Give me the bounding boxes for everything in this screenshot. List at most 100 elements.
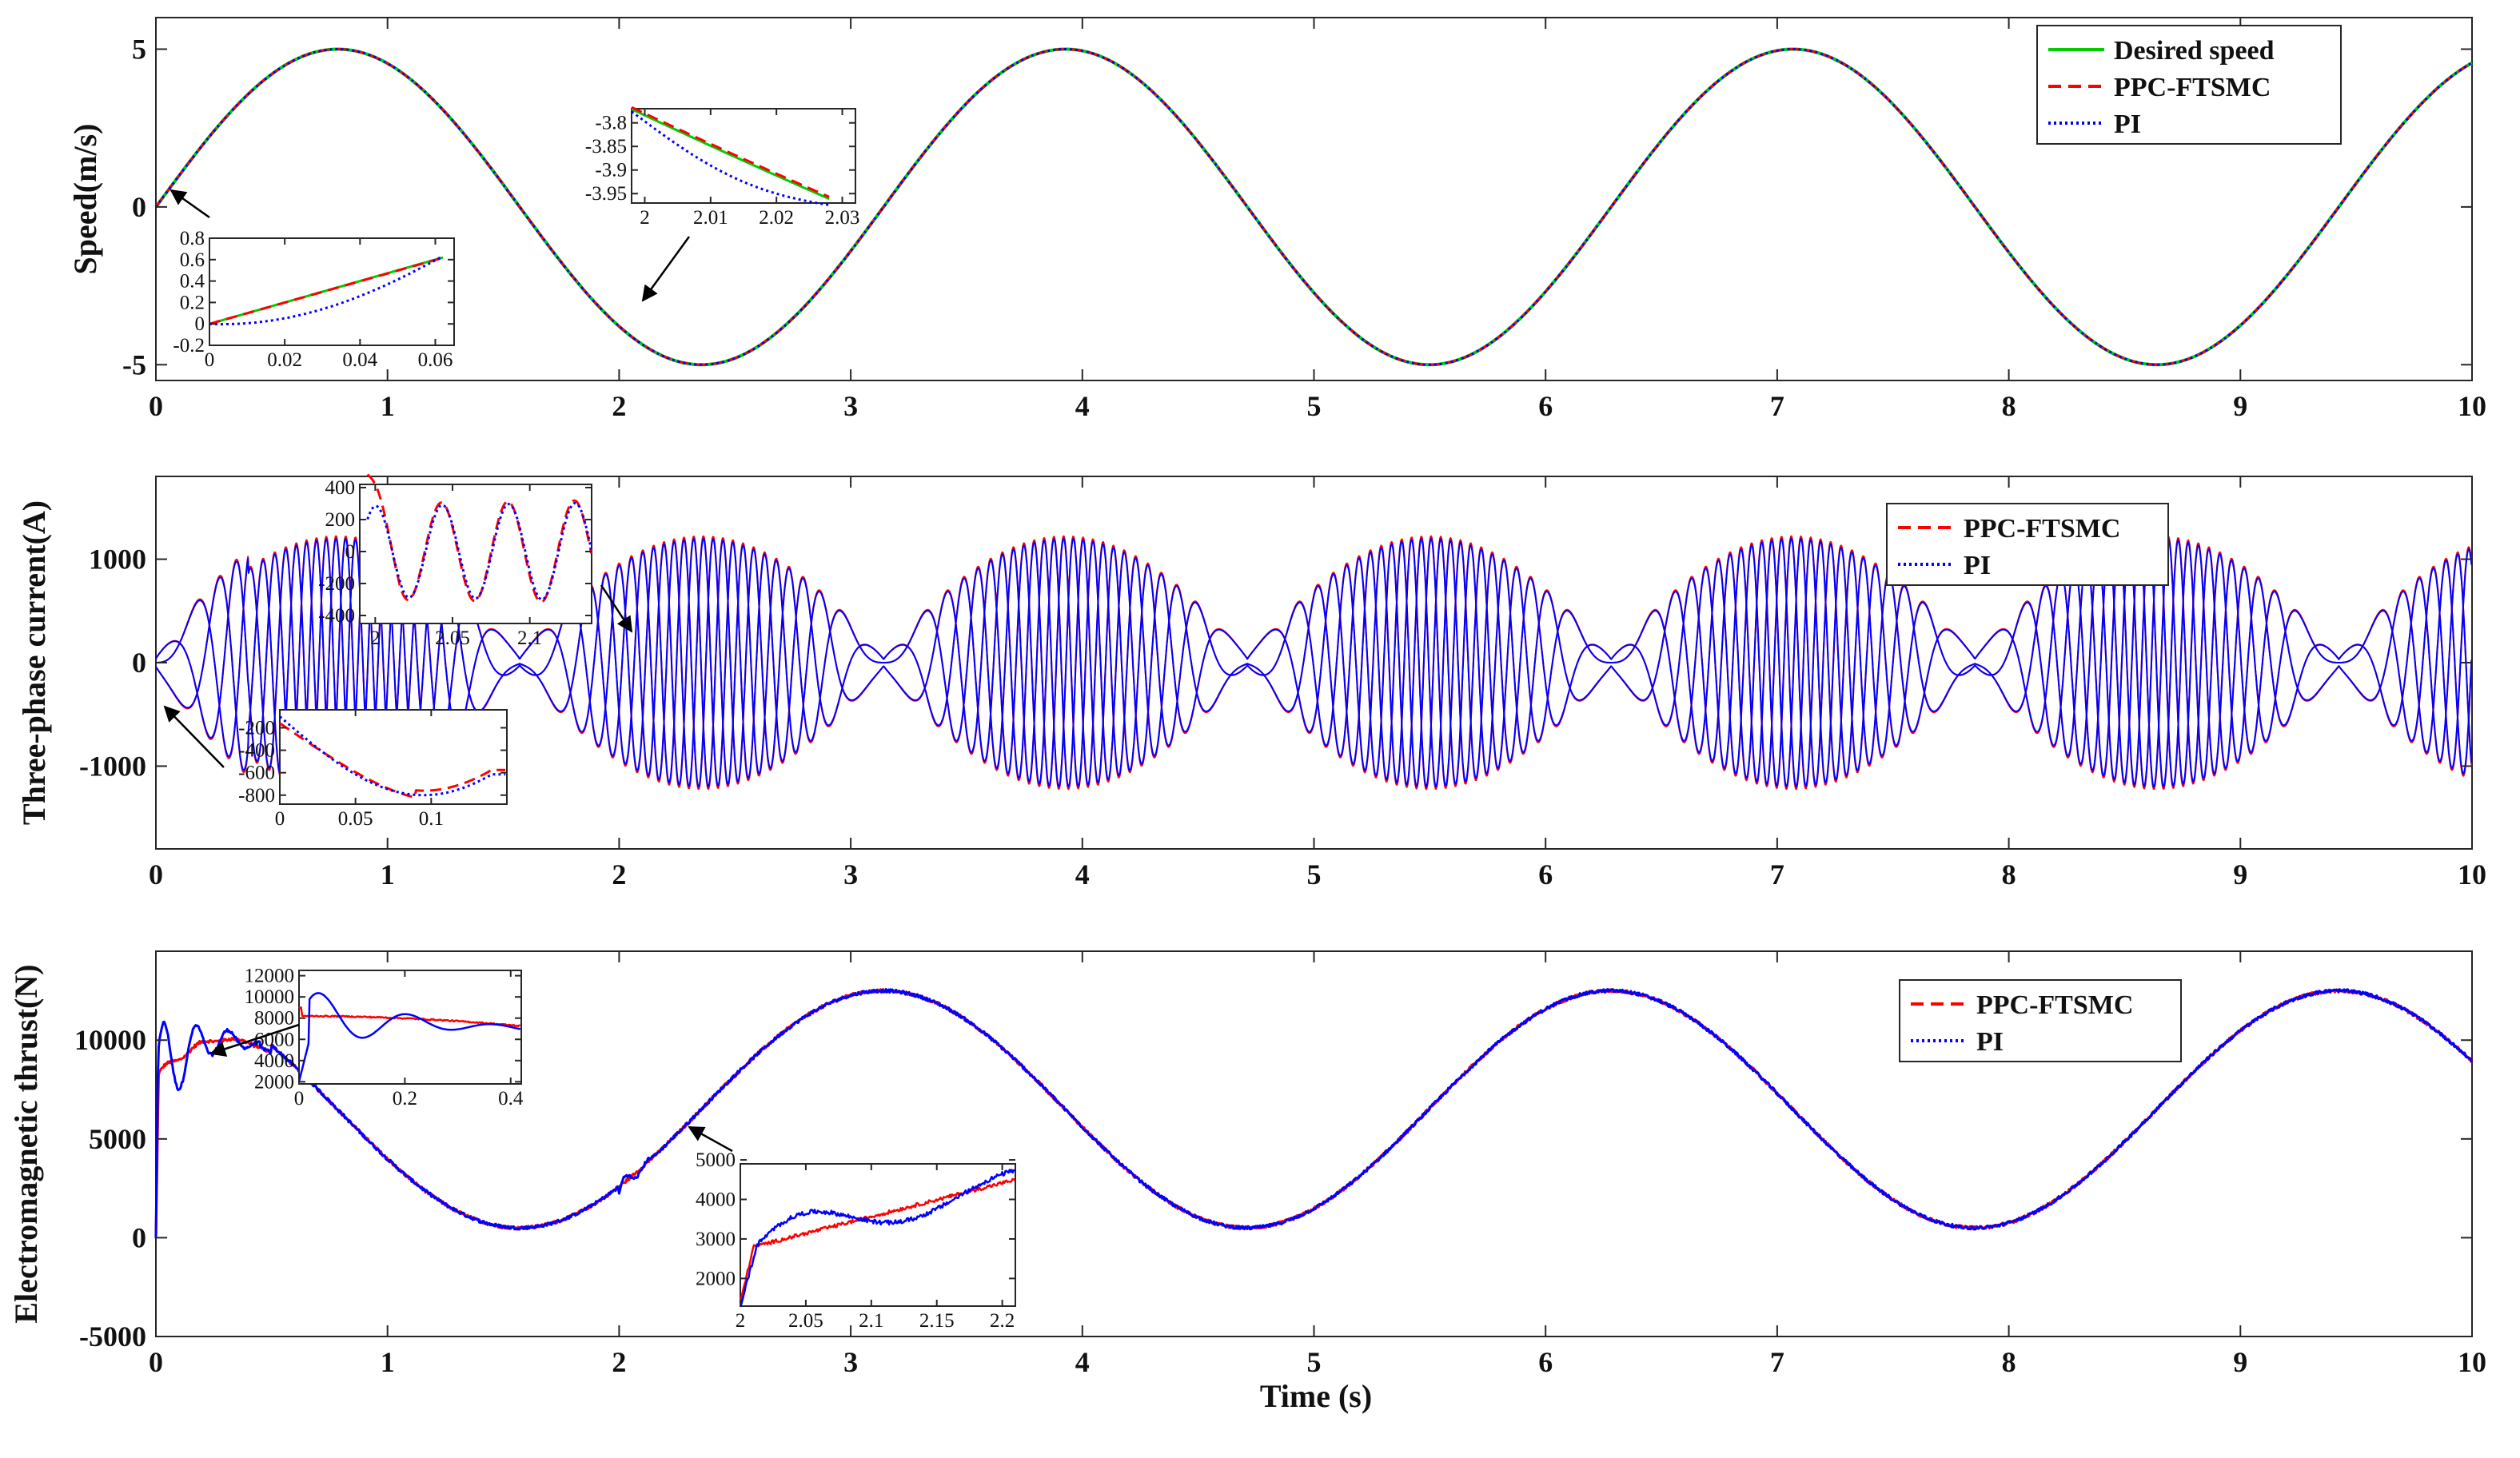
legend-box	[1886, 503, 2169, 586]
y-tick-label: 400	[325, 477, 356, 499]
x-tick-label: 1	[381, 390, 395, 422]
y-tick-label: 0	[132, 647, 146, 679]
y-tick-label: 0.4	[180, 271, 205, 293]
y-tick-label: 2000	[696, 1268, 736, 1289]
y-tick-label: 4000	[254, 1050, 294, 1072]
legend-label: PPC-FTSMC	[1964, 514, 2120, 544]
y-tick-label: 0	[132, 191, 146, 223]
x-tick-label: 7	[1770, 1346, 1784, 1378]
zoom-arrow	[600, 584, 633, 633]
x-tick-label: 0	[294, 1088, 305, 1109]
x-tick-label: 5	[1307, 1346, 1322, 1378]
inset-desired	[631, 108, 830, 201]
inset-current-mid: 2 2.05 2.1 -400 -200 0 200 400	[318, 473, 593, 649]
x-tick-label: 2.05	[788, 1310, 823, 1332]
inset-pi	[739, 1169, 1015, 1308]
x-tick-label: 0.2	[393, 1088, 417, 1109]
x-tick-label: 1	[381, 1346, 395, 1378]
series-pi	[154, 988, 2474, 1239]
y-tick-label: 2000	[254, 1071, 294, 1093]
y-tick-label: -3.8	[595, 113, 627, 134]
y-axis-label: Three-phase current(A)	[16, 500, 52, 825]
y-tick-label: 0	[345, 541, 356, 563]
x-tick-label: 5	[1307, 858, 1322, 890]
x-tick-label: 9	[2233, 858, 2247, 890]
x-tick-label: 2	[612, 858, 626, 890]
x-tick-label: 1	[381, 858, 395, 890]
y-tick-label: -5000	[79, 1321, 146, 1352]
inset-frame	[279, 709, 508, 805]
y-tick-label: -3.95	[585, 183, 627, 205]
y-tick-label: 8000	[254, 1008, 294, 1030]
inset-frame	[359, 484, 592, 624]
legend-label: Desired speed	[2114, 36, 2275, 66]
y-tick-label: 5000	[696, 1149, 736, 1171]
x-tick-label: 2	[736, 1310, 746, 1332]
legend-label: PPC-FTSMC	[2114, 73, 2271, 102]
x-tick-label: 2	[612, 1346, 626, 1378]
y-tick-label: 4000	[696, 1189, 736, 1211]
x-tick-label: 2.2	[990, 1310, 1015, 1332]
x-tick-label: 4	[1075, 390, 1090, 422]
x-tick-label: 2	[370, 627, 381, 649]
inset-ppc	[631, 106, 830, 198]
y-tick-label: -3.85	[585, 136, 627, 157]
x-tick-label: 2.05	[435, 627, 470, 649]
y-tick-label: 1000	[89, 544, 146, 576]
y-axis-label: Electromagnetic thrust(N)	[8, 964, 44, 1323]
inset-speed-mid: 2 2.01 2.02 2.03 -3.95-3.9 -3.85-3.8	[585, 106, 860, 229]
x-tick-label: 8	[2002, 858, 2016, 890]
x-tick-label: 5	[1307, 390, 1322, 422]
inset-pi	[278, 715, 506, 797]
x-tick-label: 2.03	[825, 207, 860, 229]
inset-ppc	[366, 473, 593, 604]
x-tick-label: 8	[2002, 1346, 2016, 1378]
y-tick-label: 10000	[74, 1024, 146, 1056]
x-tick-label: 4	[1075, 858, 1090, 890]
inset-thrust-mid: 2 2.05 2.1 2.15 2.2 2000 3000 4000 5000	[696, 1149, 1016, 1332]
x-tick-label: 2.1	[859, 1310, 883, 1332]
x-tick-label: 0.4	[498, 1088, 524, 1109]
inset-current-start: 0 0.05 0.1 -800-600-400-200	[238, 709, 508, 830]
legend-label: PI	[2114, 110, 2141, 139]
x-axis-label: Time (s)	[1260, 1378, 1372, 1414]
x-tick-label: 0	[205, 349, 215, 371]
zoom-arrow	[688, 1125, 733, 1153]
x-tick-label: 2.01	[693, 207, 728, 229]
x-tick-label: 10	[2458, 390, 2486, 422]
x-tick-label: 3	[843, 1346, 858, 1378]
y-tick-label: 0	[195, 313, 205, 335]
y-tick-label: 3000	[696, 1229, 736, 1250]
x-tick-label: 0	[275, 808, 285, 830]
legend-label: PPC-FTSMC	[1976, 990, 2133, 1020]
y-tick-label: -800	[238, 785, 275, 807]
series-pi-phase-3	[156, 538, 2472, 788]
y-tick-label: 12000	[245, 966, 295, 987]
inset-pi	[209, 255, 444, 326]
x-tick-label: 8	[2002, 390, 2016, 422]
x-tick-label: 0.1	[419, 808, 444, 830]
x-tick-label: 0.05	[338, 808, 373, 830]
legend-label: PI	[1976, 1027, 2004, 1057]
y-tick-label: 0	[132, 1221, 146, 1253]
y-tick-label: 5	[132, 33, 146, 65]
legend-box	[1899, 979, 2182, 1062]
inset-frame	[298, 970, 522, 1085]
x-tick-label: 2	[640, 207, 650, 229]
x-tick-label: 0	[149, 858, 163, 890]
x-tick-label: 3	[843, 390, 858, 422]
x-tick-label: 4	[1075, 1346, 1090, 1378]
y-tick-label: -0.2	[173, 335, 205, 357]
inset-pi	[297, 992, 520, 1082]
inset-speed-start: 0 0.02 0.04 0.06-0.200.20.40.60.8	[173, 228, 455, 371]
chart-thrust: 0 1 2 3 4 5 6 7 8 9 10-50000500010000Electromagnet…	[8, 950, 2486, 1414]
x-tick-label: 2.02	[759, 207, 794, 229]
inset-frame	[740, 1163, 1016, 1307]
x-tick-label: 6	[1538, 390, 1553, 422]
y-tick-label: -1000	[79, 750, 146, 782]
y-tick-label: 0.2	[180, 292, 205, 313]
x-tick-label: 10	[2458, 858, 2486, 890]
x-tick-label: 9	[2233, 1346, 2247, 1378]
